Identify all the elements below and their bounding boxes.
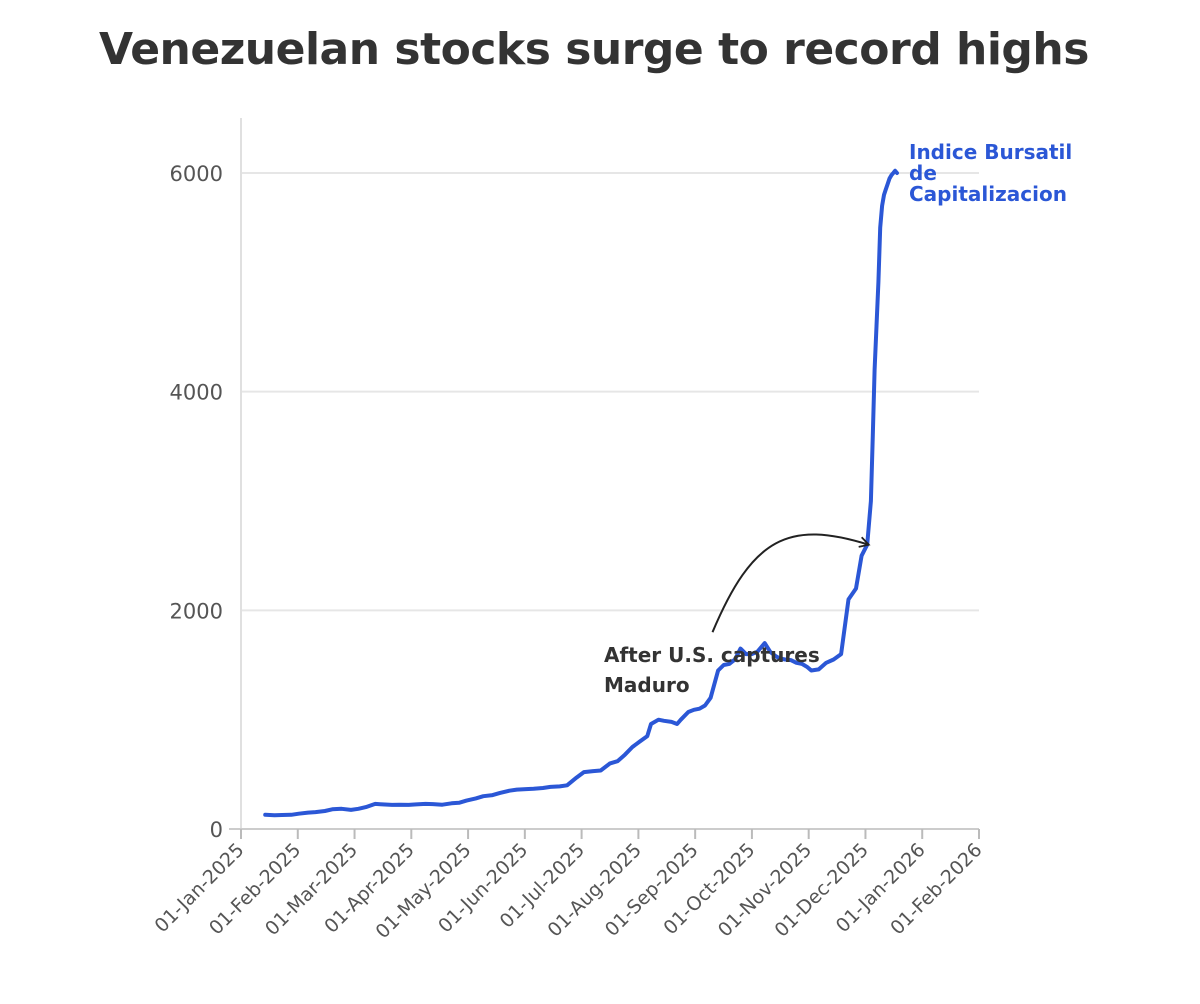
- annotation: After U.S. captures Maduro: [604, 533, 871, 697]
- chart-title: Venezuelan stocks surge to record highs: [99, 24, 1089, 75]
- annotation-text-line-1: Maduro: [604, 673, 690, 697]
- series-label: Indice Bursatil de Capitalizacion: [909, 140, 1072, 206]
- series-line-0: [263, 168, 899, 818]
- annotation-text: After U.S. captures Maduro: [604, 643, 820, 697]
- axes: 020004000600001-Jan-202501-Feb-202501-Ma…: [151, 118, 987, 943]
- series-label-line-0: Indice Bursatil: [909, 140, 1072, 164]
- series-label-line-1: de: [909, 161, 937, 185]
- y-tick-label-1: 2000: [170, 599, 223, 623]
- series-label-line-2: Capitalizacion: [909, 182, 1067, 206]
- annotation-text-line-0: After U.S. captures: [604, 643, 820, 667]
- y-tick-label-0: 0: [210, 818, 223, 842]
- gridlines: [241, 172, 979, 612]
- y-tick-label-2: 4000: [170, 381, 223, 405]
- series: Indice Bursatil de Capitalizacion: [263, 140, 1072, 818]
- y-tick-label-3: 6000: [170, 162, 223, 186]
- annotation-arrow: [711, 533, 871, 633]
